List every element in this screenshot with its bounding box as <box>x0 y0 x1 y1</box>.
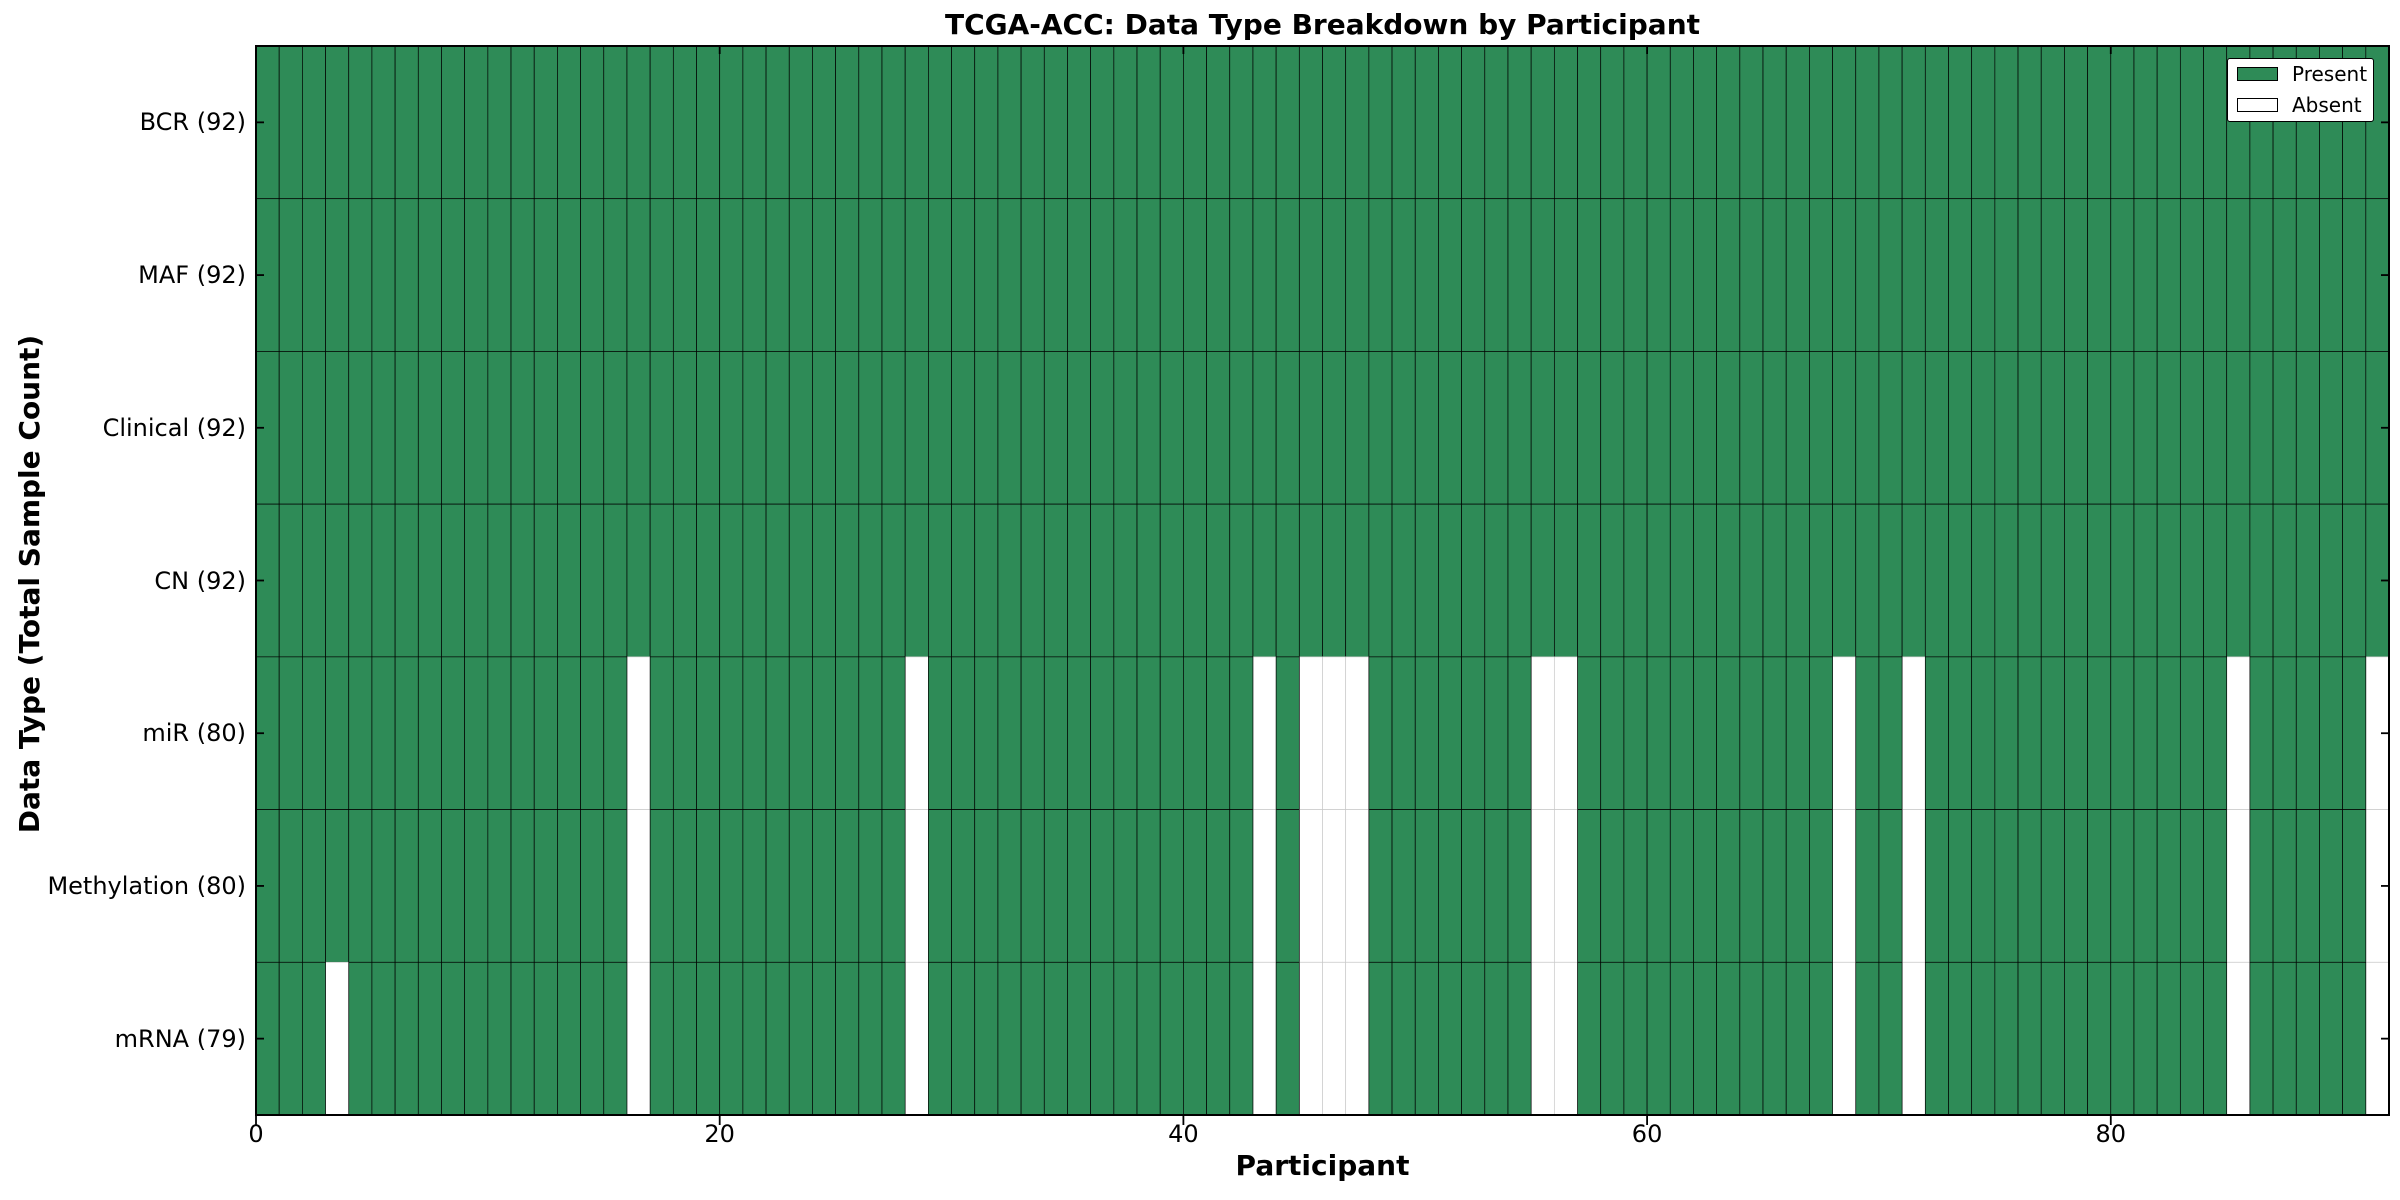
absent-cell-Methylation-46 <box>1322 809 1347 963</box>
legend-label-present: Present <box>2292 62 2368 86</box>
absent-cell-mRNA-46 <box>1322 961 1347 1116</box>
row-BCR <box>255 45 2390 200</box>
present-swatch-icon <box>2237 67 2278 81</box>
absent-cell-Methylation-45 <box>1298 809 1323 963</box>
y-tick-label-miR: miR (80) <box>142 719 246 748</box>
absent-cell-miR-71 <box>1901 656 1926 810</box>
row-CN <box>255 503 2390 658</box>
absent-cell-mRNA-47 <box>1345 961 1370 1116</box>
x-tick-label-0: 0 <box>248 1120 264 1148</box>
chart-title: TCGA-ACC: Data Type Breakdown by Partici… <box>944 8 1701 41</box>
legend-label-absent: Absent <box>2292 93 2362 117</box>
absent-cell-Methylation-68 <box>1832 809 1857 963</box>
absent-cell-Methylation-55 <box>1530 809 1555 963</box>
absent-cell-Methylation-28 <box>904 809 929 963</box>
absent-cell-mRNA-55 <box>1530 961 1555 1116</box>
absent-cell-mRNA-71 <box>1901 961 1926 1116</box>
row-Methylation <box>255 809 2390 963</box>
legend-entry-present: Present <box>2228 59 2373 90</box>
x-tick-label-80: 80 <box>2095 1120 2127 1148</box>
legend: Present Absent <box>2227 58 2374 122</box>
axis-ticks <box>255 46 2389 1125</box>
absent-cell-miR-85 <box>2226 656 2251 810</box>
absent-cell-mRNA-56 <box>1553 961 1578 1116</box>
absent-cell-Methylation-47 <box>1345 809 1370 963</box>
absent-cell-mRNA-28 <box>904 961 929 1116</box>
x-tick-label-20: 20 <box>704 1120 735 1148</box>
y-tick-label-MAF: MAF (92) <box>138 261 246 290</box>
absent-cell-mRNA-45 <box>1298 961 1323 1116</box>
absent-cell-miR-43 <box>1252 656 1277 810</box>
absent-cell-Methylation-71 <box>1901 809 1926 963</box>
absent-cell-mRNA-3 <box>325 961 350 1116</box>
absent-cell-mRNA-43 <box>1252 961 1277 1116</box>
plot-spines <box>255 45 2390 1116</box>
absent-cell-Methylation-16 <box>626 809 651 963</box>
y-tick-label-Clinical: Clinical (92) <box>102 413 246 442</box>
x-tick-label-60: 60 <box>1631 1120 1663 1148</box>
absent-cell-miR-56 <box>1553 656 1578 810</box>
absent-cell-miR-16 <box>626 656 651 810</box>
y-tick-label-BCR: BCR (92) <box>139 108 246 137</box>
absent-cell-Methylation-56 <box>1553 809 1578 963</box>
x-tick-label-40: 40 <box>1168 1120 1199 1148</box>
row-miR <box>255 656 2390 810</box>
absent-cell-mRNA-85 <box>2226 961 2251 1116</box>
row-Clinical <box>255 351 2390 505</box>
absent-cell-miR-45 <box>1298 656 1323 810</box>
absent-cell-mRNA-16 <box>626 961 651 1116</box>
y-tick-label-mRNA: mRNA (79) <box>114 1024 246 1053</box>
y-tick-label-Methylation: Methylation (80) <box>47 871 246 900</box>
absent-cell-mRNA-68 <box>1832 961 1857 1116</box>
row-mRNA <box>255 961 2390 1116</box>
absent-cell-miR-47 <box>1345 656 1370 810</box>
absent-cell-miR-55 <box>1530 656 1555 810</box>
row-MAF <box>255 198 2390 352</box>
y-tick-label-CN: CN (92) <box>154 566 246 595</box>
legend-entry-absent: Absent <box>2228 90 2373 121</box>
y-axis-label: Data Type (Total Sample Count) <box>13 334 46 834</box>
absent-cell-miR-46 <box>1322 656 1347 810</box>
absent-swatch-icon <box>2237 98 2278 112</box>
x-axis-label: Participant <box>1235 1149 1410 1182</box>
absent-cell-Methylation-43 <box>1252 809 1277 963</box>
absent-cell-miR-28 <box>904 656 929 810</box>
absent-cell-Methylation-85 <box>2226 809 2251 963</box>
absent-cell-miR-68 <box>1832 656 1857 810</box>
